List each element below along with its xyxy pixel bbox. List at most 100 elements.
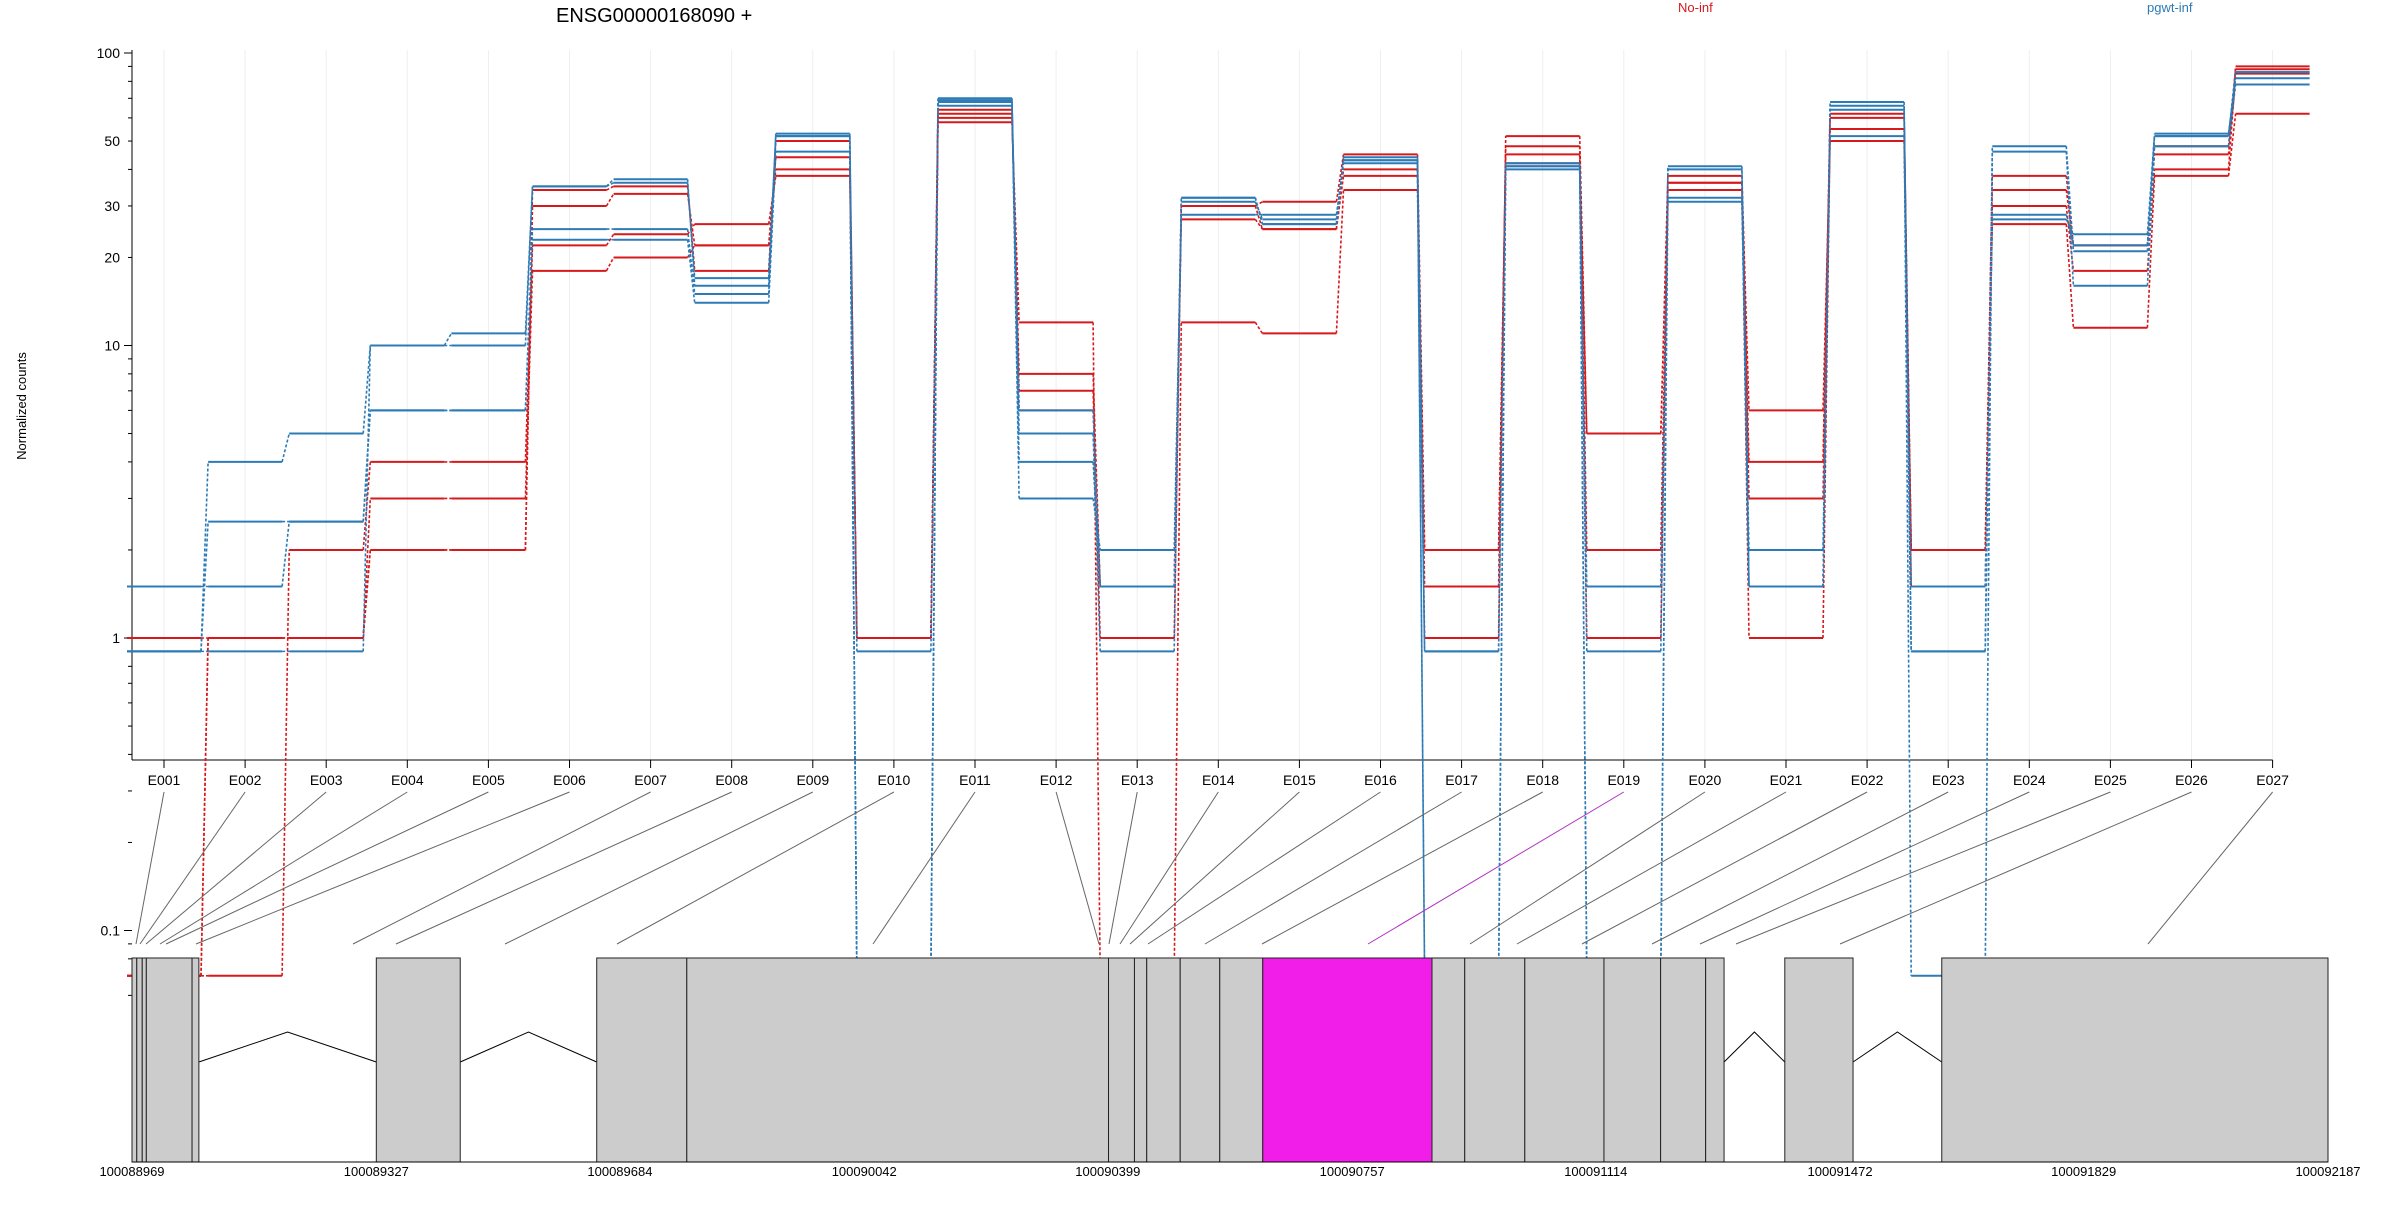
series-transition (1741, 166, 1750, 587)
connector-line-highlighted (1367, 791, 1625, 945)
x-tick-label: E003 (310, 772, 343, 788)
exon-box (1146, 957, 1181, 1163)
x-tick-label: E007 (634, 772, 667, 788)
legend-label-no-inf: No-inf (1678, 0, 1713, 15)
series-transition (281, 521, 290, 587)
x-tick-label: E010 (878, 772, 911, 788)
series-transition (1578, 163, 1588, 652)
y-tick-label: 50 (104, 133, 120, 149)
connector-line (1261, 791, 1543, 945)
series-transition (200, 461, 209, 652)
x-tick-label: E016 (1364, 772, 1397, 788)
x-axis: E001 E002 E003 E004 E005 E006 E007 E008 E009 E010… (132, 759, 2289, 788)
connector-line (1204, 791, 1462, 945)
connector-line (504, 791, 814, 945)
x-tick-label: E004 (391, 772, 424, 788)
y-tick-label: 100 (97, 45, 121, 61)
x-tick-label: E014 (1202, 772, 1235, 788)
exon-box (136, 957, 143, 1163)
series-transition (1092, 433, 1101, 652)
series-transition (1254, 205, 1264, 230)
connector-line (139, 791, 246, 945)
series-transition (1416, 157, 1426, 652)
series-transition (1335, 154, 1345, 202)
exon-box (1219, 957, 1264, 1163)
connector-line (1516, 791, 1787, 945)
series-transition (606, 182, 614, 188)
series-transition (686, 229, 696, 295)
connector-line (1735, 791, 2111, 945)
series-transition (1254, 197, 1264, 225)
connector-line (1839, 791, 2192, 945)
series-transition (2065, 224, 2075, 328)
connector-line (1108, 791, 1138, 945)
exon-box (1133, 957, 1148, 1163)
series-transition (1173, 322, 1183, 976)
series-transition (930, 100, 939, 976)
series-transition (605, 257, 615, 272)
series-transition (930, 109, 939, 639)
series-transition (2227, 113, 2237, 177)
genome-tick-label: 100091472 (1808, 1164, 1873, 1179)
x-tick-label: E005 (472, 772, 505, 788)
y-axis: 100 50 30 20 10 1 0.1 (97, 45, 133, 996)
intron-line (1852, 1031, 1943, 1063)
series-transition (2227, 72, 2237, 137)
series-transition (1254, 201, 1264, 220)
series-transition (524, 186, 534, 346)
x-tick-label: E019 (1607, 772, 1640, 788)
exon-box (1179, 957, 1221, 1163)
series-transition (605, 233, 615, 246)
series-transition (686, 193, 696, 246)
exon-box (686, 957, 1110, 1163)
connector-line (1147, 791, 1381, 945)
exon-box (1431, 957, 1466, 1163)
x-tick-label: E002 (229, 772, 262, 788)
genome-tick-label: 100089327 (344, 1164, 409, 1179)
connector-line (135, 791, 165, 945)
series-transition (1822, 113, 1831, 462)
x-tick-label: E026 (2175, 772, 2208, 788)
genome-tick-label: 100090042 (832, 1164, 897, 1179)
series-transition (1092, 410, 1101, 587)
x-tick-label: E011 (959, 772, 991, 788)
genome-tick-label: 100088969 (99, 1164, 164, 1179)
connector-line (1581, 791, 1868, 945)
y-tick-label: 1 (112, 630, 120, 646)
series-transition (1578, 169, 1588, 587)
exon-box (141, 957, 147, 1163)
genome-tick-label: 100092187 (2295, 1164, 2360, 1179)
series-pgwt-inf-7 (127, 71, 2310, 977)
series-transition (767, 136, 777, 279)
series-transition (1497, 163, 1507, 550)
y-axis-label: Normalized counts (14, 352, 29, 460)
y-tick-label: 20 (104, 249, 120, 265)
grid-lines (163, 50, 2274, 760)
x-tick-label: E020 (1689, 772, 1722, 788)
series-transition (2146, 146, 2156, 286)
series-transition (2227, 84, 2237, 147)
series-transition (362, 345, 372, 652)
series-transition (686, 182, 696, 279)
series-transition (1903, 109, 1912, 976)
series-transition (1173, 201, 1183, 587)
chart-title: ENSG00000168090 + (556, 5, 752, 27)
series-transition (1416, 160, 1426, 976)
connector-line (872, 791, 976, 945)
connector-line (1119, 791, 1219, 945)
series-transition (606, 185, 614, 191)
series-transition (605, 193, 615, 207)
series-transition (1822, 136, 1831, 550)
series-transition (1254, 201, 1263, 207)
series-transition (362, 498, 372, 639)
x-tick-label: E022 (1851, 772, 1884, 788)
connector-line (1055, 791, 1100, 945)
x-tick-label: E015 (1283, 772, 1316, 788)
genome-tick-label: 100090757 (1320, 1164, 1385, 1179)
series-transition (200, 637, 209, 976)
series-transition (1254, 321, 1264, 334)
connector-line (195, 791, 570, 945)
connector-line (165, 791, 489, 945)
series-transition (1984, 214, 1994, 652)
connector-line (395, 791, 732, 945)
